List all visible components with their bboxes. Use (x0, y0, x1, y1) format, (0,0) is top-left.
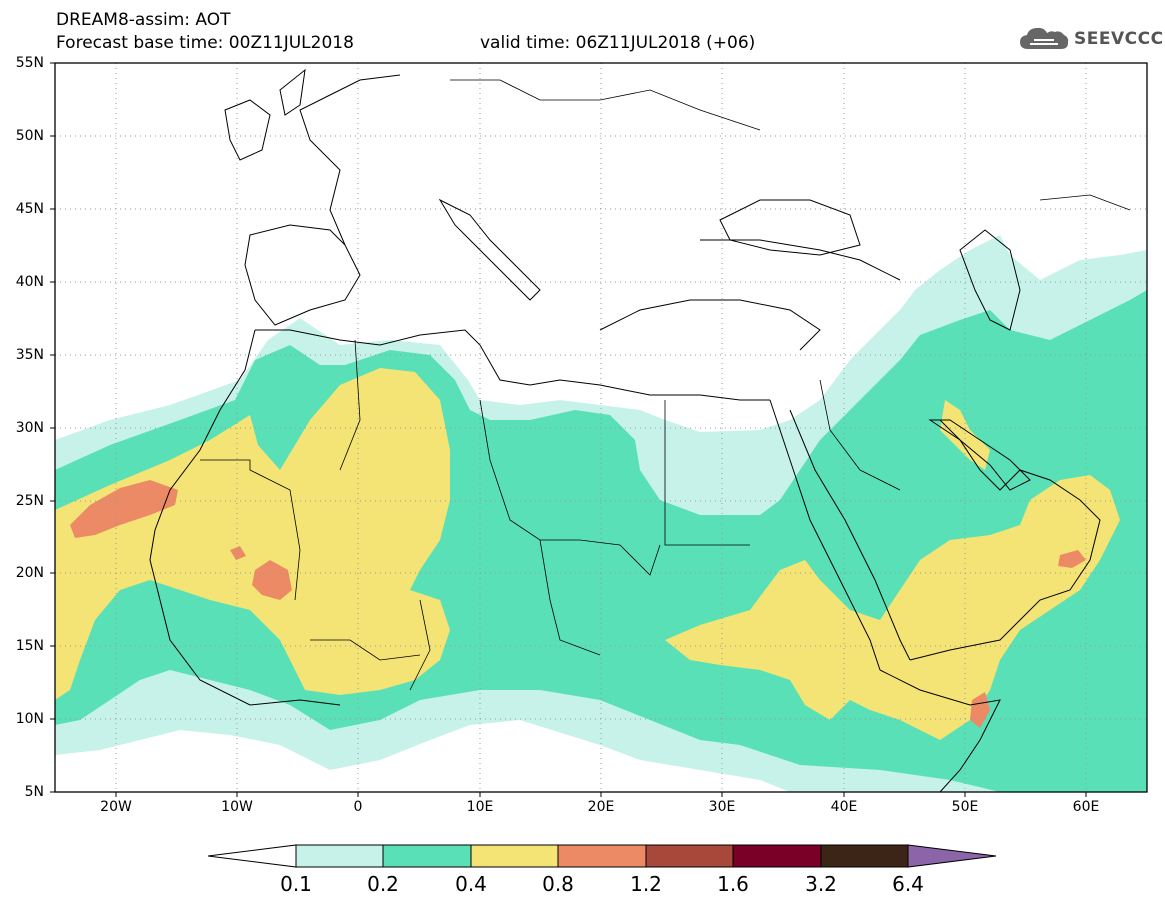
forecast-base-time: Forecast base time: 00Z11JUL2018 (56, 33, 354, 53)
coastlines (149, 68, 1101, 792)
colorbar-bin-3 (470, 844, 559, 868)
colorbar-label: 0.2 (367, 872, 399, 896)
lon-label: 30E (708, 799, 736, 815)
cloud-icon (1020, 27, 1069, 49)
lat-label: 15N (15, 638, 44, 654)
colorbar-label: 0.4 (455, 872, 487, 896)
colorbar-bin-5 (645, 844, 734, 868)
graticule (55, 63, 1147, 792)
lon-label: 60E (1072, 799, 1100, 815)
colorbar-bin-4 (557, 844, 647, 868)
colorbar-label: 0.8 (542, 872, 574, 896)
colorbar-label: 0.1 (280, 872, 312, 896)
lat-label: 30N (15, 420, 44, 436)
colorbar-label: 6.4 (892, 872, 924, 896)
colorbar-lower-arrow (207, 844, 297, 868)
colorbar-label: 1.2 (630, 872, 662, 896)
colorbar (207, 844, 997, 868)
lat-label: 10N (15, 711, 44, 727)
lon-label: 40E (830, 799, 858, 815)
lon-label: 50E (951, 799, 979, 815)
lat-label: 25N (15, 493, 44, 509)
colorbar-bin-2 (382, 844, 472, 868)
lat-label: 35N (15, 347, 44, 363)
lon-label: 10E (466, 799, 494, 815)
colorbar-bin-1 (295, 844, 384, 868)
logo-text: SEEVCCC (1074, 29, 1164, 49)
map-title: DREAM8-assim: AOT (56, 10, 231, 30)
aot-band-0.4-gulf (940, 400, 990, 470)
lat-label: 45N (15, 201, 44, 217)
colorbar-bin-6 (732, 844, 822, 868)
aot-band-0.8-west (70, 480, 178, 538)
lon-label: 0 (353, 799, 363, 815)
aot-band-0.8-mali (252, 560, 292, 600)
tick-marks (50, 62, 1087, 797)
lat-label: 5N (24, 784, 44, 800)
colorbar-label: 1.6 (717, 872, 749, 896)
colorbar-bin-7 (820, 844, 909, 868)
aot-band-0.8-oman (1058, 550, 1086, 568)
aot-band-0.4-east (665, 475, 1120, 740)
colorbar-label: 3.2 (805, 872, 837, 896)
lat-label: 20N (15, 565, 44, 581)
aot-band-0.8-mali2 (230, 546, 246, 560)
lat-label: 55N (15, 55, 44, 71)
colorbar-upper-arrow (907, 844, 997, 868)
lon-label: 20W (100, 799, 132, 815)
country-borders (200, 79, 1131, 691)
lat-label: 50N (15, 128, 44, 144)
seevccc-logo: SEEVCCC (1018, 25, 1164, 53)
aot-band-0.4 (55, 368, 450, 700)
valid-time: valid time: 06Z11JUL2018 (+06) (480, 33, 756, 53)
lon-label: 10W (221, 799, 253, 815)
lon-label: 20E (587, 799, 615, 815)
lat-label: 40N (15, 274, 44, 290)
